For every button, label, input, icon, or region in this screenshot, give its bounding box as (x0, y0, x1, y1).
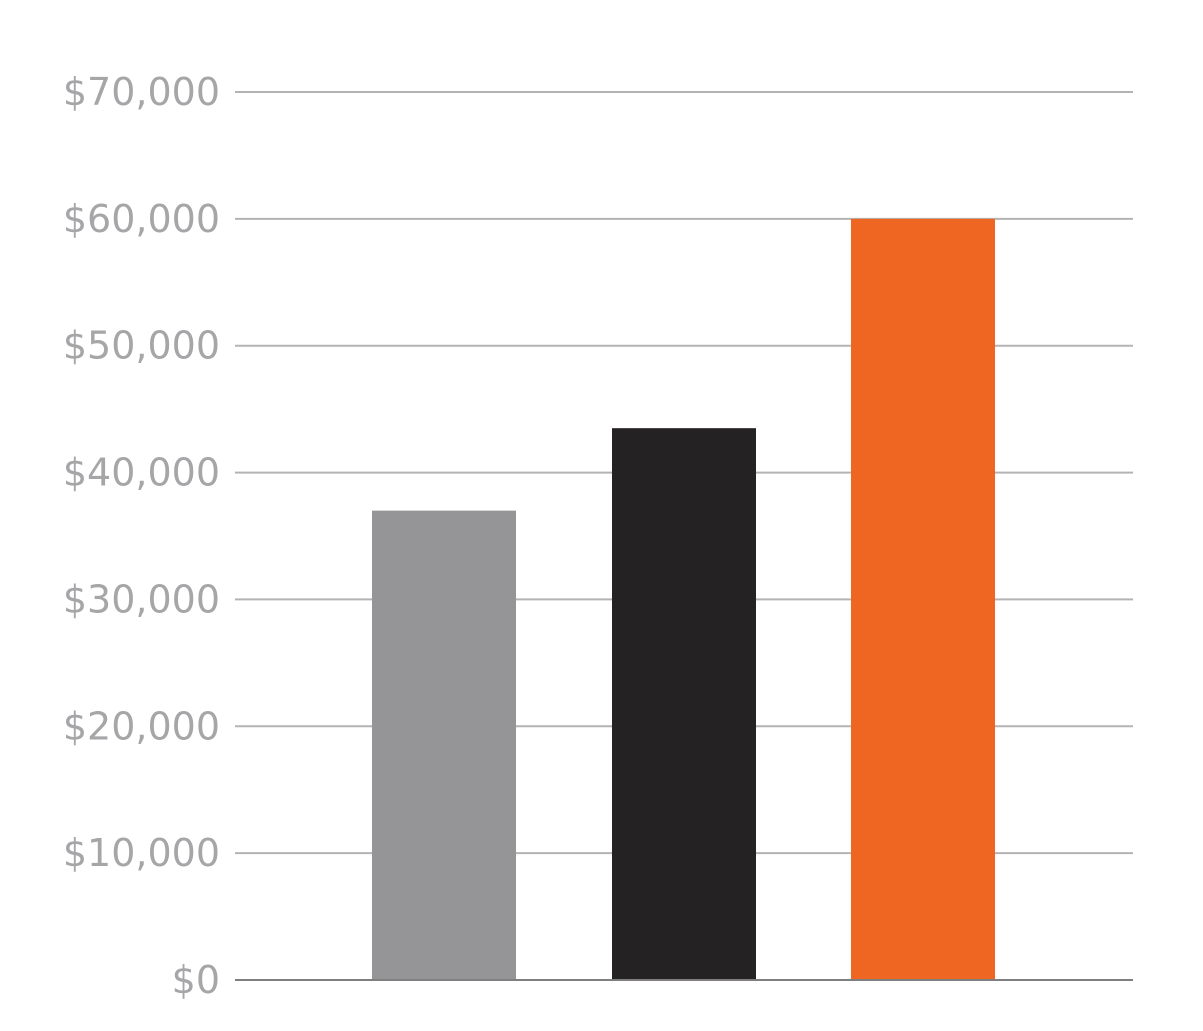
y-tick-label-5: $50,000 (63, 324, 220, 368)
y-tick-label-2: $20,000 (63, 704, 220, 748)
y-tick-label-7: $70,000 (63, 70, 220, 114)
y-tick-label-3: $30,000 (63, 577, 220, 621)
y-axis-tick-labels: $0 $10,000 $20,000 $30,000 $40,000 $50,000 $60… (63, 70, 220, 1002)
y-tick-label-6: $60,000 (63, 197, 220, 241)
y-tick-label-4: $40,000 (63, 451, 220, 495)
bars (372, 218, 995, 981)
y-tick-label-0: $0 (172, 958, 220, 1002)
y-tick-label-1: $10,000 (63, 831, 220, 875)
bar-3 (851, 218, 995, 980)
bar-2 (612, 428, 756, 981)
bar-1 (372, 510, 516, 980)
